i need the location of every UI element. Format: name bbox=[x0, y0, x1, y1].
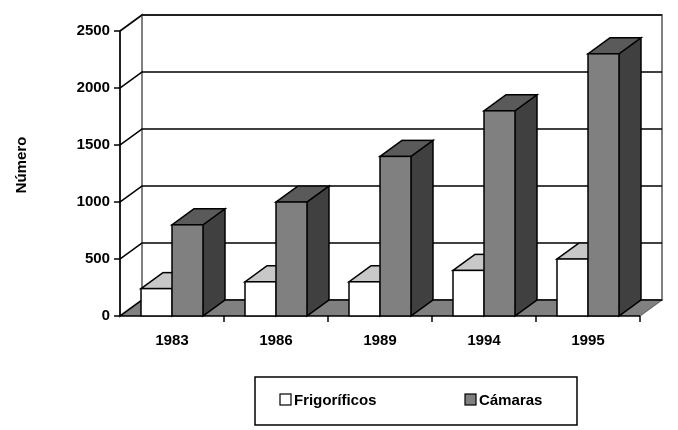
bar-side bbox=[202, 207, 226, 318]
bar bbox=[587, 53, 620, 317]
y-axis-label: Número bbox=[13, 137, 30, 194]
bar bbox=[556, 258, 589, 317]
legend-swatch bbox=[464, 393, 477, 406]
legend-box bbox=[254, 376, 578, 426]
legend-label: Cámaras bbox=[479, 392, 542, 409]
bar bbox=[379, 155, 412, 317]
bar bbox=[483, 110, 516, 317]
bar bbox=[140, 287, 173, 317]
y-tick-label: 0 bbox=[102, 307, 110, 324]
legend-label: Frigoríficos bbox=[294, 392, 377, 409]
bar bbox=[275, 201, 308, 317]
bar-side bbox=[514, 93, 538, 318]
x-tick-label: 1995 bbox=[571, 332, 604, 349]
bar-side bbox=[618, 36, 642, 318]
grid-line bbox=[119, 14, 662, 32]
bar-side bbox=[410, 138, 434, 318]
y-tick-label: 500 bbox=[85, 250, 110, 267]
y-tick-label: 2500 bbox=[77, 22, 110, 39]
bar bbox=[171, 224, 204, 317]
x-tick-label: 1994 bbox=[467, 332, 501, 349]
x-tick-label: 1989 bbox=[363, 332, 396, 349]
x-tick-label: 1983 bbox=[155, 332, 188, 349]
bar bbox=[452, 269, 485, 317]
left-wall bbox=[119, 13, 143, 318]
bar bbox=[348, 281, 381, 317]
grid-line bbox=[119, 71, 662, 89]
bar bbox=[244, 281, 277, 317]
x-tick-label: 1986 bbox=[259, 332, 292, 349]
y-tick-label: 1000 bbox=[77, 193, 110, 210]
y-tick-label: 2000 bbox=[77, 79, 110, 96]
bar-side bbox=[306, 184, 330, 318]
legend-swatch bbox=[279, 393, 292, 406]
y-tick-label: 1500 bbox=[77, 136, 110, 153]
